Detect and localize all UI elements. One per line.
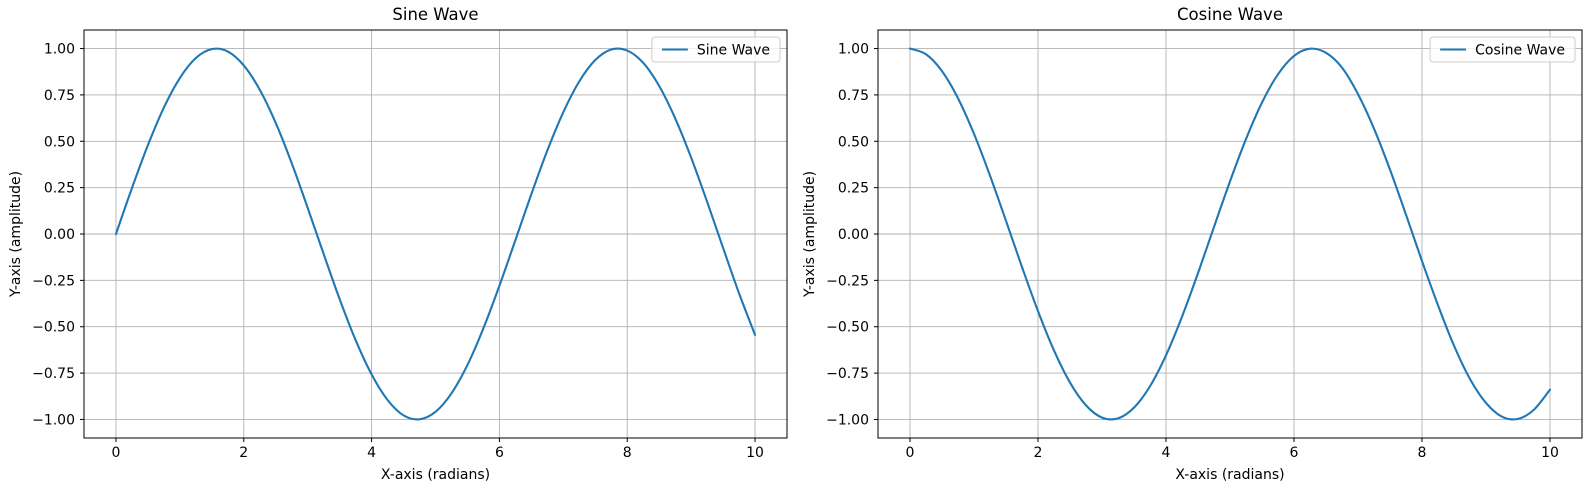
y-tick-label: −0.75 [32,366,75,382]
x-tick-label: 0 [906,445,915,461]
tick-labels: 0 2 4 6 8 10 −1.00 −0.75 −0.50 −0.25 0.00 0.25 0.50 0… [826,42,1559,461]
x-axis-label: X-axis (radians) [1175,467,1284,483]
x-tick-label: 4 [1162,445,1171,461]
tick-labels: 0 2 4 6 8 10 −1.00 −0.75 −0.50 −0.25 0.00 0.25 0.50 0… [32,42,764,461]
y-tick-label: −1.00 [32,412,75,428]
x-tick-label: 2 [1034,445,1043,461]
y-tick-label: 0.50 [44,134,75,150]
grid [878,30,1582,438]
y-tick-label: 0.25 [44,181,75,197]
legend: Sine Wave [651,36,781,63]
y-tick-label: −0.50 [826,320,869,336]
x-tick-label: 10 [746,445,764,461]
y-tick-label: −0.25 [32,273,75,289]
x-tick-label: 2 [239,445,248,461]
legend-label: Sine Wave [697,43,770,59]
x-tick-label: 8 [623,445,632,461]
y-tick-label: 1.00 [44,42,75,58]
x-tick-label: 6 [1290,445,1299,461]
legend-frame [651,36,781,63]
chart-title: Sine Wave [392,5,478,24]
legend-label: Cosine Wave [1475,43,1565,59]
y-tick-label: −1.00 [826,412,869,428]
tick-marks [874,48,1551,442]
grid [84,30,787,438]
chart-svg-sine-wave: 0 2 4 6 8 10 −1.00 −0.75 −0.50 −0.25 0.00 0.25 0.50 0… [8,5,788,483]
x-axis-label: X-axis (radians) [381,467,490,483]
x-tick-label: 6 [495,445,504,461]
chart-title: Cosine Wave [1177,5,1283,24]
chart-svg-cosine-wave: 0 2 4 6 8 10 −1.00 −0.75 −0.50 −0.25 0.00 0.25 0.50 0… [802,5,1583,483]
y-axis-label: Y-axis (amplitude) [8,171,24,298]
y-tick-label: 0.75 [44,88,75,104]
chart-sine-wave: 0 2 4 6 8 10 −1.00 −0.75 −0.50 −0.25 0.00 0.25 0.50 0… [0,0,794,490]
y-tick-label: 0.75 [838,88,869,104]
legend: Cosine Wave [1429,36,1576,63]
cosine-wave-line [908,47,1552,421]
y-tick-label: 0.50 [838,134,869,150]
y-tick-label: −0.75 [826,366,869,382]
y-tick-label: 0.00 [44,227,75,243]
x-tick-label: 0 [111,445,120,461]
y-axis-label: Y-axis (amplitude) [802,171,818,298]
x-tick-label: 4 [367,445,376,461]
y-tick-label: 0.25 [838,181,869,197]
tick-marks [80,48,756,442]
y-tick-label: 1.00 [838,42,869,58]
sine-wave-line [114,47,757,421]
x-tick-label: 10 [1541,445,1559,461]
y-tick-label: −0.50 [32,320,75,336]
y-tick-label: 0.00 [838,227,869,243]
x-tick-label: 8 [1418,445,1427,461]
legend-frame [1429,36,1576,63]
y-tick-label: −0.25 [826,273,869,289]
chart-cosine-wave: 0 2 4 6 8 10 −1.00 −0.75 −0.50 −0.25 0.00 0.25 0.50 0… [794,0,1589,490]
